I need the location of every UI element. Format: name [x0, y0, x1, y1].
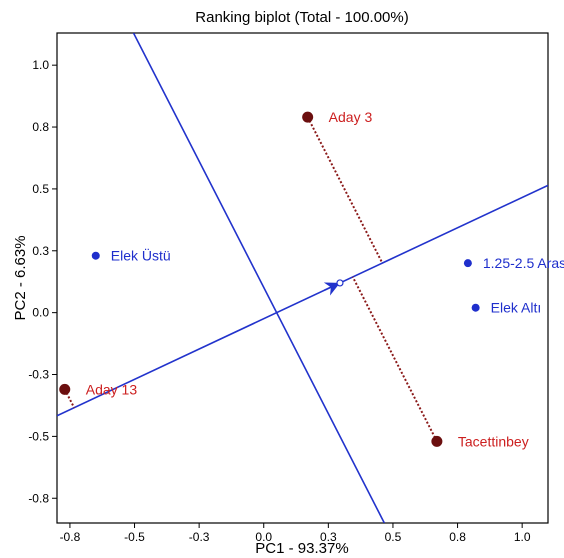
environment-label: 1.25-2.5 Arası	[483, 255, 564, 271]
projection-line	[306, 116, 384, 264]
genotype-label: Aday 13	[86, 381, 138, 397]
x-tick-label: 0.3	[320, 530, 337, 544]
genotype-point	[302, 111, 314, 123]
axis-lines-layer	[57, 33, 548, 523]
environment-point	[471, 303, 480, 312]
y-tick-label: -0.8	[28, 491, 49, 505]
y-tick-label: 0.0	[32, 306, 49, 320]
x-tick-label: 0.0	[255, 530, 272, 544]
x-tick-label: -0.3	[189, 530, 210, 544]
y-tick-label: 0.3	[32, 244, 49, 258]
x-tick-label: -0.5	[124, 530, 145, 544]
projection-lines-layer	[63, 116, 438, 442]
plot-frame	[56, 32, 549, 524]
points-layer: Elek Üstü 1.25-2.5 Arası Elek Altı Aday 3 Ad…	[59, 109, 564, 449]
projection-line	[63, 388, 76, 409]
x-tick-label: 0.5	[385, 530, 402, 544]
y-axis-title: PC2 - 6.63%	[12, 235, 29, 320]
x-tick-label: 1.0	[514, 530, 531, 544]
x-ticks-layer: -0.8 -0.5 -0.3 0.0 0.3 0.5 0.8 1.0	[60, 523, 531, 544]
aec-abscissa-line	[57, 184, 548, 417]
y-ticks-layer: 1.0 0.8 0.5 0.3 0.0 -0.3 -0.5 -0.8	[28, 58, 57, 505]
environment-label: Elek Altı	[491, 300, 542, 316]
x-tick-label: 0.8	[449, 530, 466, 544]
y-tick-label: 1.0	[32, 58, 49, 72]
environment-point	[463, 259, 472, 268]
environment-label: Elek Üstü	[111, 247, 171, 264]
x-tick-label: -0.8	[60, 530, 81, 544]
average-environment-arrow	[323, 282, 340, 296]
average-environment-marker	[336, 279, 344, 287]
x-axis-title: PC1 - 93.37%	[255, 540, 348, 557]
environment-point	[91, 251, 100, 260]
y-tick-label: -0.5	[28, 429, 49, 443]
y-tick-label: -0.3	[28, 368, 49, 382]
y-tick-label: 0.8	[32, 120, 49, 134]
genotype-label: Aday 3	[329, 109, 373, 125]
genotype-label: Tacettinbey	[458, 433, 529, 449]
chart-title: Ranking biplot (Total - 100.00%)	[195, 9, 408, 26]
projection-line	[351, 276, 438, 442]
genotype-point	[59, 383, 71, 395]
aec-ordinate-line	[132, 33, 386, 523]
y-tick-label: 0.5	[32, 182, 49, 196]
genotype-point	[431, 435, 443, 447]
